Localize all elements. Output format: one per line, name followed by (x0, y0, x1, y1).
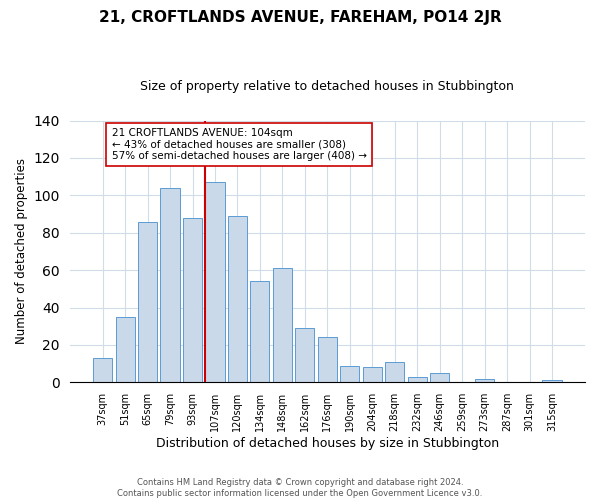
Bar (228, 216, 247, 382)
Bar (475, 378, 494, 382)
Bar (295, 328, 314, 382)
Y-axis label: Number of detached properties: Number of detached properties (15, 158, 28, 344)
Text: Contains HM Land Registry data © Crown copyright and database right 2024.
Contai: Contains HM Land Registry data © Crown c… (118, 478, 482, 498)
Bar (407, 376, 427, 382)
X-axis label: Distribution of detached houses by size in Stubbington: Distribution of detached houses by size … (156, 437, 499, 450)
Bar (250, 282, 269, 382)
Bar (116, 317, 134, 382)
Bar (183, 218, 202, 382)
Title: Size of property relative to detached houses in Stubbington: Size of property relative to detached ho… (140, 80, 514, 93)
Bar (363, 368, 382, 382)
Bar (160, 188, 179, 382)
Bar (318, 338, 337, 382)
Bar (542, 380, 562, 382)
Bar (205, 182, 224, 382)
Bar (93, 358, 112, 382)
Bar (273, 268, 292, 382)
Text: 21 CROFTLANDS AVENUE: 104sqm
← 43% of detached houses are smaller (308)
57% of s: 21 CROFTLANDS AVENUE: 104sqm ← 43% of de… (112, 128, 367, 161)
Bar (340, 366, 359, 382)
Bar (138, 222, 157, 382)
Text: 21, CROFTLANDS AVENUE, FAREHAM, PO14 2JR: 21, CROFTLANDS AVENUE, FAREHAM, PO14 2JR (98, 10, 502, 25)
Bar (430, 373, 449, 382)
Bar (385, 362, 404, 382)
